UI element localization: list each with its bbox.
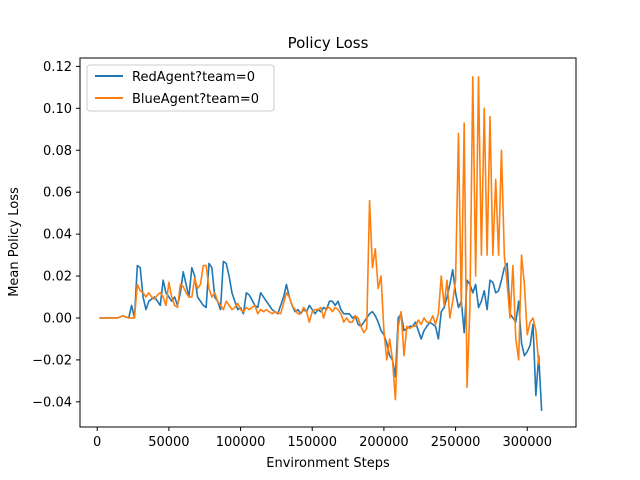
y-tick-label: 0.10 [43,102,72,117]
y-tick-label: 0.06 [43,186,72,201]
x-axis-label: Environment Steps [266,456,390,471]
legend: RedAgent?team=0 BlueAgent?team=0 [86,64,275,112]
x-axis: 0 50000 100000 150000 200000 250000 300000 [93,427,552,450]
x-tick-label: 200000 [359,435,409,450]
y-tick-label: −0.04 [32,395,72,410]
y-axis-label: Mean Policy Loss [7,187,22,297]
series-line-1 [99,76,540,401]
x-tick-label: 300000 [502,435,552,450]
x-tick-label: 250000 [431,435,481,450]
y-tick-label: −0.02 [32,353,72,368]
legend-label-red-agent: RedAgent?team=0 [132,70,255,85]
x-tick-label: 0 [93,435,101,450]
x-tick-label: 100000 [216,435,266,450]
y-tick-label: 0.08 [43,144,72,159]
y-axis: −0.04 −0.02 0.00 0.02 0.04 0.06 0.08 0.10 0.12 [32,60,80,410]
y-tick-label: 0.02 [43,270,72,285]
axes-frame [79,57,577,428]
series-line-0 [99,260,543,412]
y-tick-label: 0.00 [43,311,72,326]
y-tick-label: 0.12 [43,60,72,75]
legend-box [86,64,275,112]
y-tick-label: 0.04 [43,228,72,243]
plot-area [99,76,543,412]
x-tick-label: 50000 [148,435,189,450]
legend-label-blue-agent: BlueAgent?team=0 [132,92,259,107]
chart-title: Policy Loss [288,34,369,52]
x-tick-label: 150000 [287,435,337,450]
